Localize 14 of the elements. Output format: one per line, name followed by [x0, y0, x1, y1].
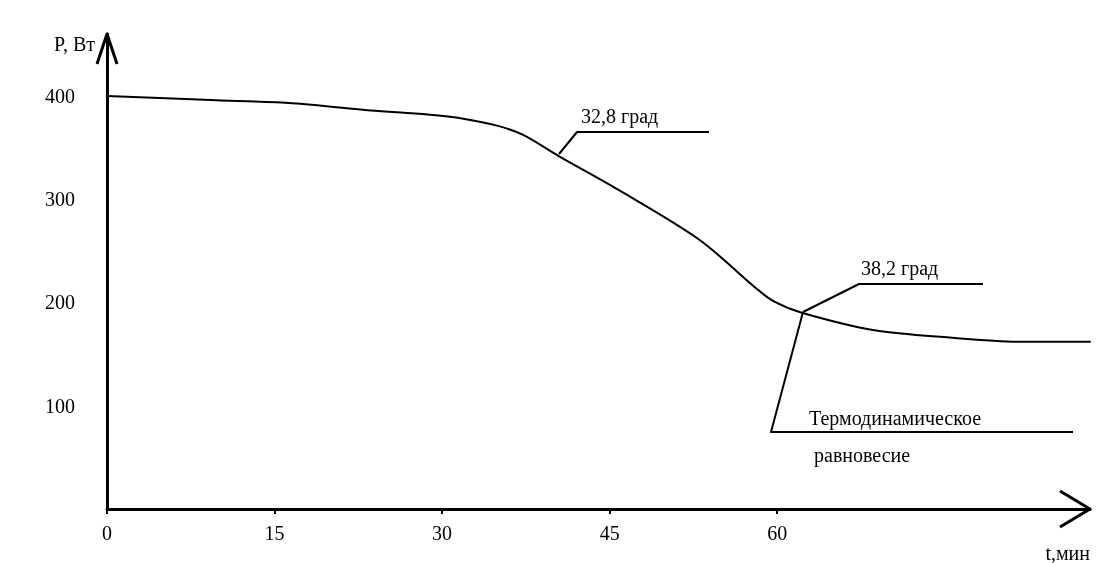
x-tick-label: 60 [767, 522, 788, 544]
y-tick-label: 400 [45, 84, 75, 107]
y-tick-label: 300 [45, 188, 75, 211]
annotation: 32,8 град [581, 105, 659, 128]
x-tick-label: 15 [264, 522, 285, 544]
x-tick-label: 45 [599, 522, 620, 544]
y-tick-label: 100 [45, 394, 75, 417]
x-tick-label: 0 [102, 522, 112, 544]
x-tick-label: 30 [432, 522, 453, 544]
y-axis-title: P, Вт [54, 33, 96, 55]
annotation: 38,2 град [861, 257, 939, 280]
y-tick-label: 200 [45, 291, 75, 314]
annotation: Термодинамическое равновесие [809, 407, 982, 467]
x-axis-title: t,мин [1045, 542, 1091, 563]
